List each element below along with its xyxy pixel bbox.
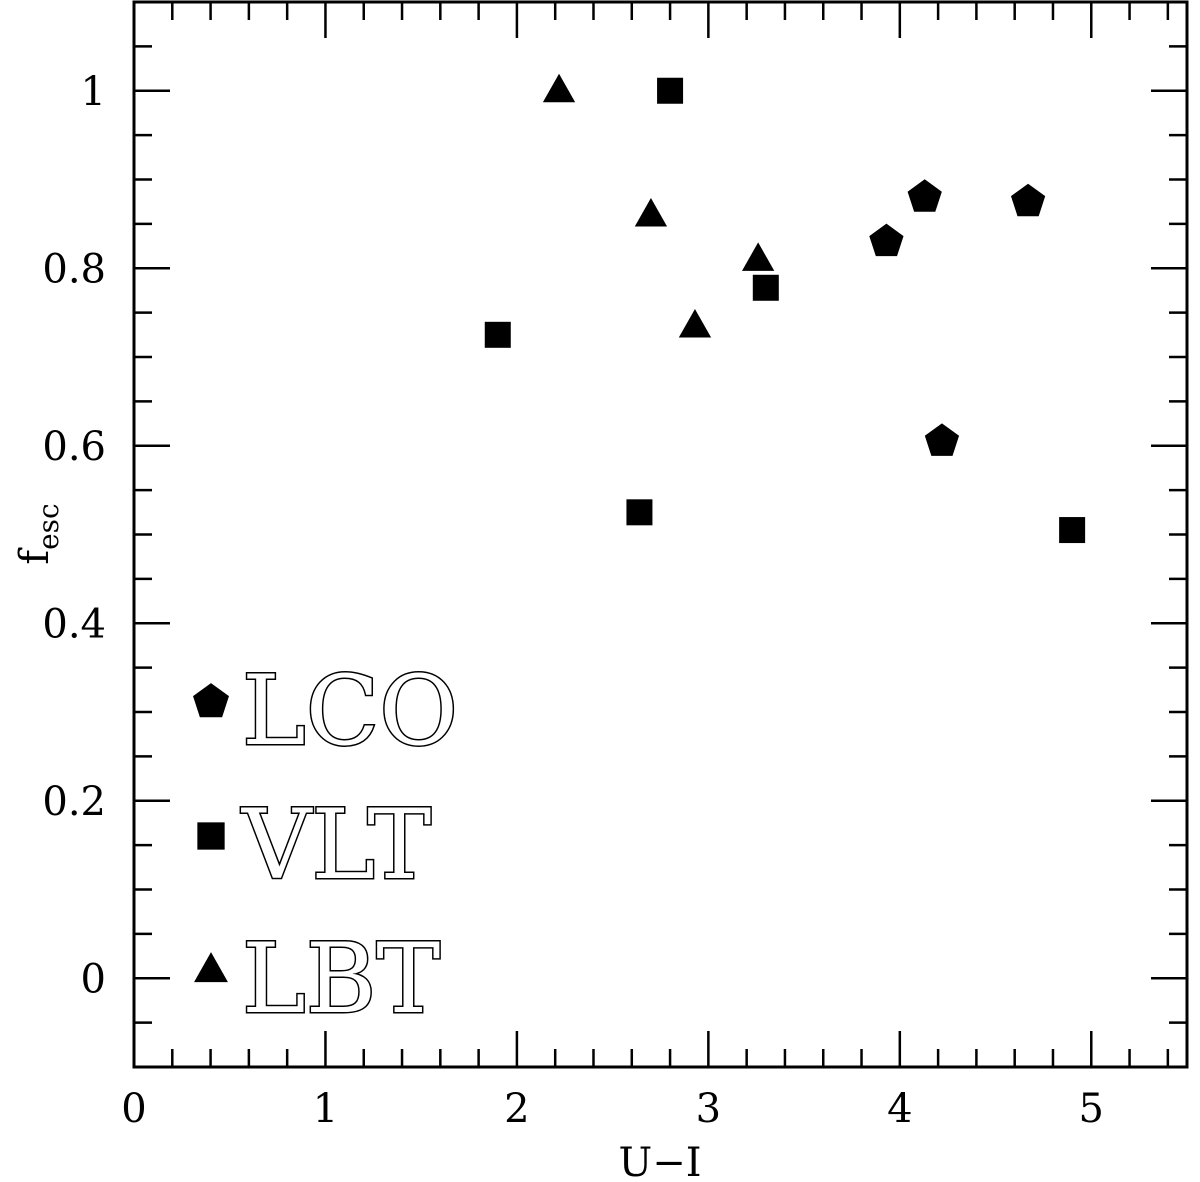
point-lbt [678, 308, 712, 338]
legend-label-lco: LCO [242, 655, 458, 767]
y-tick-label: 0.4 [42, 601, 106, 647]
point-lco [907, 179, 942, 212]
point-vlt [484, 321, 511, 348]
point-lbt [542, 73, 576, 103]
axis-ticks [132, 0, 1187, 1069]
legend-marker-lco [193, 683, 229, 718]
point-lco [924, 423, 960, 456]
point-vlt [626, 499, 653, 526]
y-axis-title-main: f [12, 547, 58, 565]
legend-label-lbt: LBT [242, 923, 440, 1035]
legend-label-vlt: VLT [241, 789, 431, 901]
y-tick-label: 0 [81, 956, 106, 1002]
point-vlt [657, 77, 684, 104]
x-tick-label: 2 [504, 1086, 529, 1132]
y-tick-label: 0.8 [42, 246, 106, 292]
x-tick-label: 0 [121, 1086, 146, 1132]
x-axis-title: U−I [618, 1140, 701, 1182]
legend-marker-vlt [197, 822, 225, 850]
point-vlt [752, 274, 779, 301]
point-vlt [1059, 517, 1086, 544]
x-tick-label: 5 [1079, 1086, 1104, 1132]
x-tick-label: 3 [696, 1086, 721, 1132]
legend-marker-lbt [194, 952, 228, 983]
point-lbt [741, 242, 775, 271]
x-tick-label: 1 [313, 1086, 338, 1132]
data-points [484, 73, 1086, 544]
legend: LCO VLT LBT [193, 654, 459, 1037]
tick-labels: 0 1 2 3 4 5 0 0.2 0.4 0.6 0.8 1 [42, 69, 1104, 1132]
svg-text:fesc: fesc [12, 503, 65, 564]
point-lco [1010, 183, 1046, 217]
y-tick-label: 0.6 [42, 424, 106, 470]
x-tick-label: 4 [887, 1086, 912, 1132]
y-axis-title-subscript: esc [32, 503, 65, 550]
point-lbt [634, 198, 668, 227]
y-tick-label: 1 [81, 69, 106, 115]
point-lco [869, 223, 904, 257]
plot-frame [132, 0, 1189, 1069]
y-tick-label: 0.2 [42, 779, 106, 825]
y-axis-title: fesc [12, 503, 65, 564]
